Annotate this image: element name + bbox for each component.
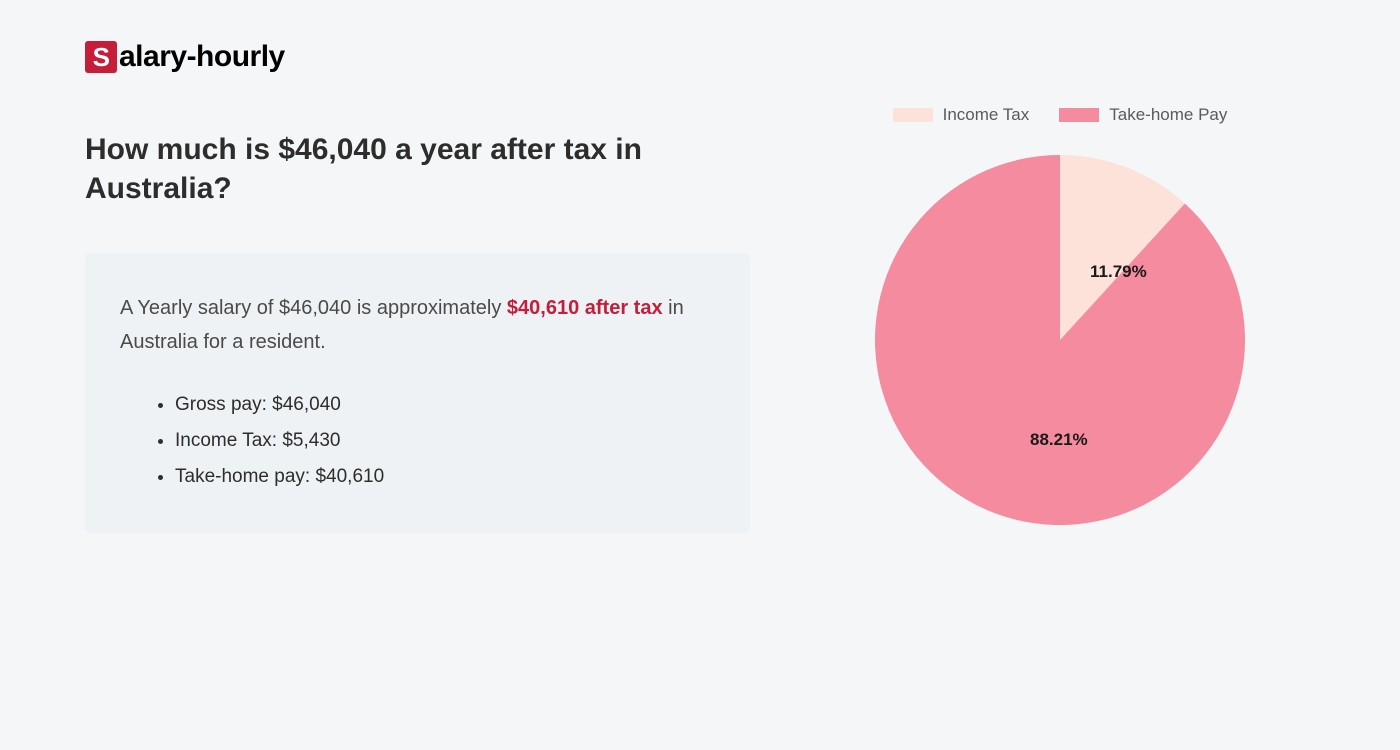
pie-slice-label: 88.21% (1030, 430, 1088, 450)
legend-item: Take-home Pay (1059, 105, 1227, 125)
chart-legend: Income Tax Take-home Pay (820, 105, 1300, 125)
list-item: Take-home pay: $40,610 (175, 459, 715, 495)
logo-text: alary-hourly (119, 40, 285, 74)
info-list: Gross pay: $46,040 Income Tax: $5,430 Ta… (120, 387, 715, 495)
info-paragraph: A Yearly salary of $46,040 is approximat… (120, 291, 715, 359)
info-box: A Yearly salary of $46,040 is approximat… (85, 253, 750, 533)
info-highlight: $40,610 after tax (507, 297, 663, 319)
chart-panel: Income Tax Take-home Pay 11.79% 88.21% (820, 105, 1300, 535)
info-text-before: A Yearly salary of $46,040 is approximat… (120, 297, 507, 319)
logo-badge: S (85, 41, 117, 73)
content-panel: How much is $46,040 a year after tax in … (85, 130, 750, 533)
page-heading: How much is $46,040 a year after tax in … (85, 130, 750, 208)
legend-label: Take-home Pay (1109, 105, 1227, 125)
pie-slice-label: 11.79% (1090, 262, 1147, 282)
legend-item: Income Tax (893, 105, 1030, 125)
site-logo: Salary-hourly (85, 40, 285, 74)
pie-chart: 11.79% 88.21% (875, 145, 1245, 535)
pie-svg (875, 145, 1245, 535)
list-item: Gross pay: $46,040 (175, 387, 715, 423)
list-item: Income Tax: $5,430 (175, 423, 715, 459)
legend-swatch-income-tax (893, 108, 933, 122)
legend-swatch-take-home (1059, 108, 1099, 122)
legend-label: Income Tax (943, 105, 1030, 125)
